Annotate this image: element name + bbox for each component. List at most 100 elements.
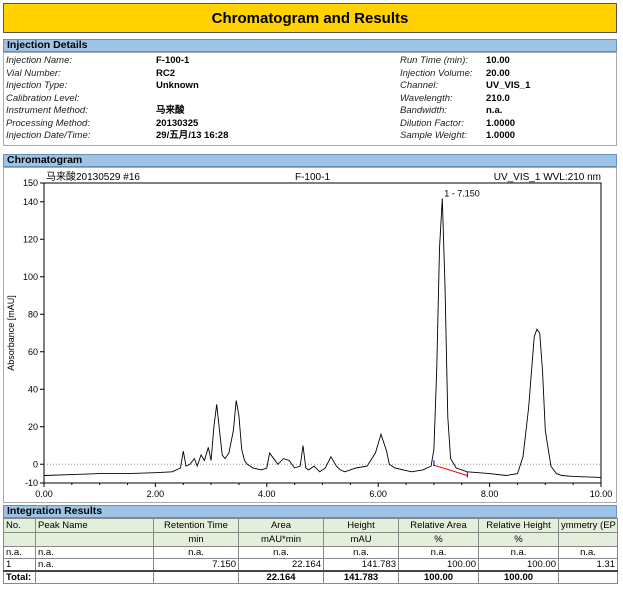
detail-right-value: 20.00: [486, 67, 510, 79]
detail-left-value: Unknown: [156, 80, 199, 91]
table-row: n.a. n.a. n.a. n.a. n.a. n.a. n.a. n.a.: [3, 546, 618, 559]
detail-right-label: Run Time (min):: [400, 55, 469, 66]
detail-left-value: 20130325: [156, 117, 199, 129]
chart-header-center: F-100-1: [295, 172, 330, 183]
table-cell: n.a.: [238, 546, 324, 559]
table-cell: 22.164: [238, 558, 324, 572]
total-cell: Total:: [3, 570, 36, 584]
table-cell: 7.150: [153, 558, 239, 572]
table-cell: n.a.: [35, 558, 154, 572]
y-tick-label: 100: [23, 272, 38, 282]
table-header-row: min mAU*min mAU%%: [3, 532, 618, 547]
integration-results-table: No. Peak Name Retention Time Area Height Rela…: [3, 518, 618, 584]
x-tick-label: 4.00: [258, 489, 276, 499]
chromatogram-trace: [43, 198, 602, 478]
detail-right-value: 210.0: [486, 92, 510, 104]
table-cell: n.a.: [478, 546, 559, 559]
detail-right-label: Sample Weight:: [400, 130, 467, 141]
y-tick-label: 80: [28, 309, 38, 319]
total-cell: 141.783: [323, 570, 399, 584]
column-header: %: [398, 532, 479, 547]
y-tick-label: 120: [23, 234, 38, 244]
x-tick-label: 8.00: [481, 489, 499, 499]
y-tick-label: 40: [28, 384, 38, 394]
chart-header-left: 马来酸20130529 #16: [46, 170, 140, 183]
chromatogram-panel: 马来酸20130529 #16 F-100-1 UV_VIS_1 WVL:210 n…: [3, 167, 617, 512]
detail-left-label: Injection Date/Time:: [6, 130, 91, 141]
table-cell: n.a.: [398, 546, 479, 559]
x-tick-label: 6.00: [369, 489, 387, 499]
detail-right-label: Injection Volume:: [400, 67, 473, 79]
column-header: Peak Name: [35, 518, 154, 533]
x-tick-label: 2.00: [147, 489, 165, 499]
table-cell: 100.00: [478, 558, 559, 572]
total-cell: [153, 570, 239, 584]
peak-baseline: [433, 464, 468, 476]
table-cell: 100.00: [398, 558, 479, 572]
detail-right-value: 1.0000: [486, 130, 516, 141]
column-header: [35, 532, 154, 547]
detail-right-value: 10.00: [486, 55, 510, 66]
table-cell: n.a.: [323, 546, 399, 559]
column-header: Height: [323, 518, 399, 533]
table-header-row: No. Peak Name Retention Time Area Height Rela…: [3, 518, 618, 533]
detail-left-label: Instrument Method:: [6, 105, 88, 116]
table-cell: n.a.: [153, 546, 239, 559]
column-header: Area: [238, 518, 324, 533]
plot-frame: [43, 182, 602, 484]
y-axis-label: Absorbance [mAU]: [6, 295, 16, 371]
column-header: %: [478, 532, 559, 547]
column-header: min: [153, 532, 239, 547]
column-header: mAU: [323, 532, 399, 547]
y-tick-label: 20: [28, 422, 38, 432]
total-cell: 100.00: [398, 570, 479, 584]
x-tick-label: 10.00: [590, 489, 613, 499]
y-tick-label: 0: [33, 459, 38, 469]
column-header: [558, 532, 618, 547]
integration-results-header: Integration Results: [3, 505, 617, 518]
injection-details-panel: Injection Name: F-100-1 Vial Number: RC2 Inj…: [3, 52, 617, 146]
total-cell: 100.00: [478, 570, 559, 584]
total-row: Total: 22.164 141.783 100.00 100.00: [3, 570, 618, 584]
detail-left-label: Vial Number:: [6, 67, 61, 79]
detail-right-label: Channel:: [400, 80, 439, 91]
column-header: Relative Area: [398, 518, 479, 533]
table-cell: 141.783: [323, 558, 399, 572]
injection-details-header: Injection Details: [3, 39, 617, 52]
y-tick-label: -10: [25, 478, 38, 488]
detail-left-label: Calibration Level:: [6, 92, 80, 104]
x-tick-label: 0.00: [35, 489, 53, 499]
column-header: Retention Time: [153, 518, 239, 533]
column-header: ymmetry (EP: [558, 518, 618, 533]
peak-annotation: 1 - 7.150: [444, 188, 480, 198]
y-tick-label: 150: [23, 178, 38, 188]
detail-left-value: RC2: [156, 67, 176, 79]
detail-left-value: 29/五月/13 16:28: [156, 130, 229, 141]
column-header: [3, 532, 36, 547]
table-row: 1 n.a. 7.150 22.164 141.783 100.00 100.00 1.31: [3, 558, 618, 572]
total-cell: [558, 570, 618, 584]
chromatogram-header: Chromatogram: [3, 154, 617, 167]
detail-right-value: UV_VIS_1: [486, 80, 531, 91]
total-cell: 22.164: [238, 570, 324, 584]
table-cell: n.a.: [35, 546, 154, 559]
column-header: mAU*min: [238, 532, 324, 547]
detail-right-label: Dilution Factor:: [400, 117, 464, 129]
detail-left-value: F-100-1: [156, 55, 190, 66]
total-cell: [35, 570, 154, 584]
detail-left-label: Processing Method:: [6, 117, 90, 129]
y-tick-label: 60: [28, 347, 38, 357]
chart-header-right: UV_VIS_1 WVL:210 nm: [494, 172, 601, 183]
table-cell: 1.31: [558, 558, 618, 572]
table-cell: 1: [3, 558, 36, 572]
column-header: Relative Height: [478, 518, 559, 533]
detail-right-value: n.a.: [486, 105, 503, 116]
detail-right-label: Bandwidth:: [400, 105, 448, 116]
detail-right-value: 1.0000: [486, 117, 516, 129]
column-header: No.: [3, 518, 36, 533]
table-cell: n.a.: [3, 546, 36, 559]
y-tick-label: 140: [23, 197, 38, 207]
chromatogram-chart: 马来酸20130529 #16 F-100-1 UV_VIS_1 WVL:210 n…: [6, 170, 613, 512]
detail-left-label: Injection Name:: [6, 55, 73, 66]
table-cell: n.a.: [558, 546, 618, 559]
